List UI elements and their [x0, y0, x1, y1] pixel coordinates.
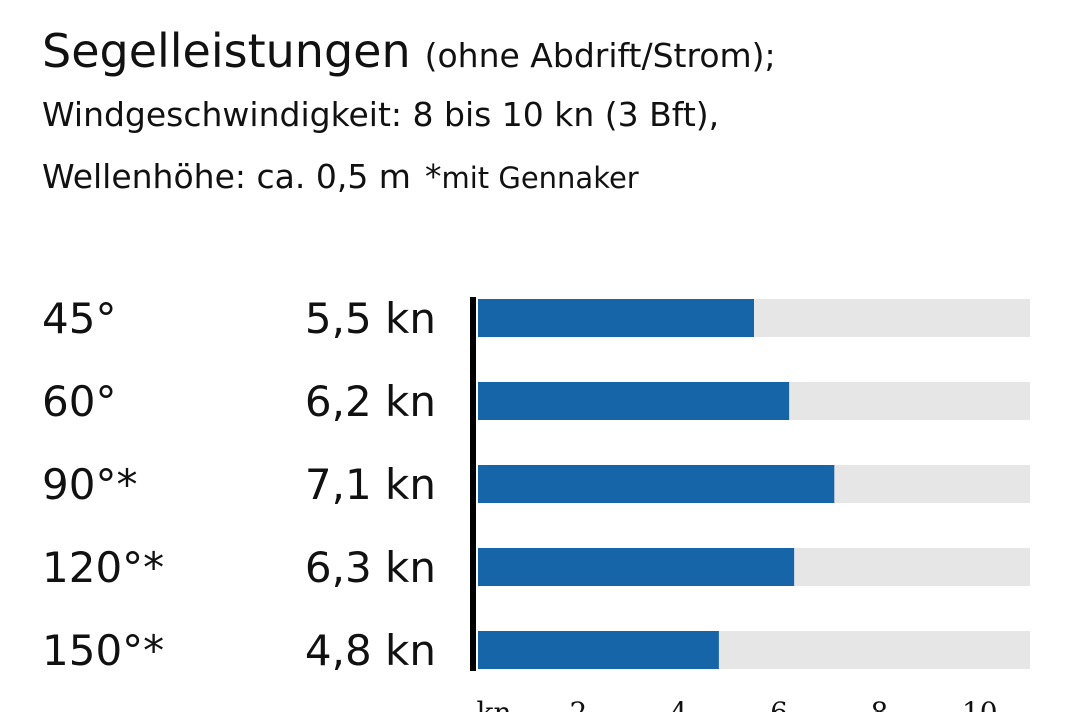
footnote-text: mit Gennaker: [441, 161, 639, 195]
bar: [478, 548, 795, 586]
data-label: 4,8 kn: [305, 626, 436, 675]
wind-speed-line: Windgeschwindigkeit: 8 bis 10 kn (3 Bft)…: [42, 95, 720, 134]
category-label: 150°*: [42, 626, 164, 675]
x-tick-label: 10: [962, 696, 998, 712]
data-label: 5,5 kn: [305, 294, 436, 343]
bar: [478, 631, 719, 669]
category-label: 90°*: [42, 460, 137, 509]
bar: [478, 299, 754, 337]
data-label: 6,3 kn: [305, 543, 436, 592]
x-tick-label: 8: [871, 696, 889, 712]
x-tick-label: 4: [670, 696, 688, 712]
category-label: 120°*: [42, 543, 164, 592]
y-axis-line: [470, 297, 476, 671]
data-label: 6,2 kn: [305, 377, 436, 426]
bar: [478, 382, 790, 420]
x-tick-label: kn: [477, 696, 512, 712]
wave-height-text: Wellenhöhe: ca. 0,5 m: [42, 157, 411, 196]
wave-height-line: Wellenhöhe: ca. 0,5 m *mit Gennaker: [42, 146, 1042, 208]
x-tick-label: 6: [770, 696, 788, 712]
footnote-marker: *: [424, 157, 442, 196]
category-label: 45°: [42, 294, 116, 343]
category-label: 60°: [42, 377, 116, 426]
data-label: 7,1 kn: [305, 460, 436, 509]
chart-subtitle: (ohne Abdrift/Strom);: [424, 36, 776, 75]
bar: [478, 465, 835, 503]
x-tick-label: 2: [569, 696, 587, 712]
chart-title: Segelleistungen: [42, 24, 411, 78]
chart-title-line: Segelleistungen (ohne Abdrift/Strom);: [42, 18, 1042, 84]
chart-title-block: Segelleistungen (ohne Abdrift/Strom); Win…: [42, 18, 1042, 208]
